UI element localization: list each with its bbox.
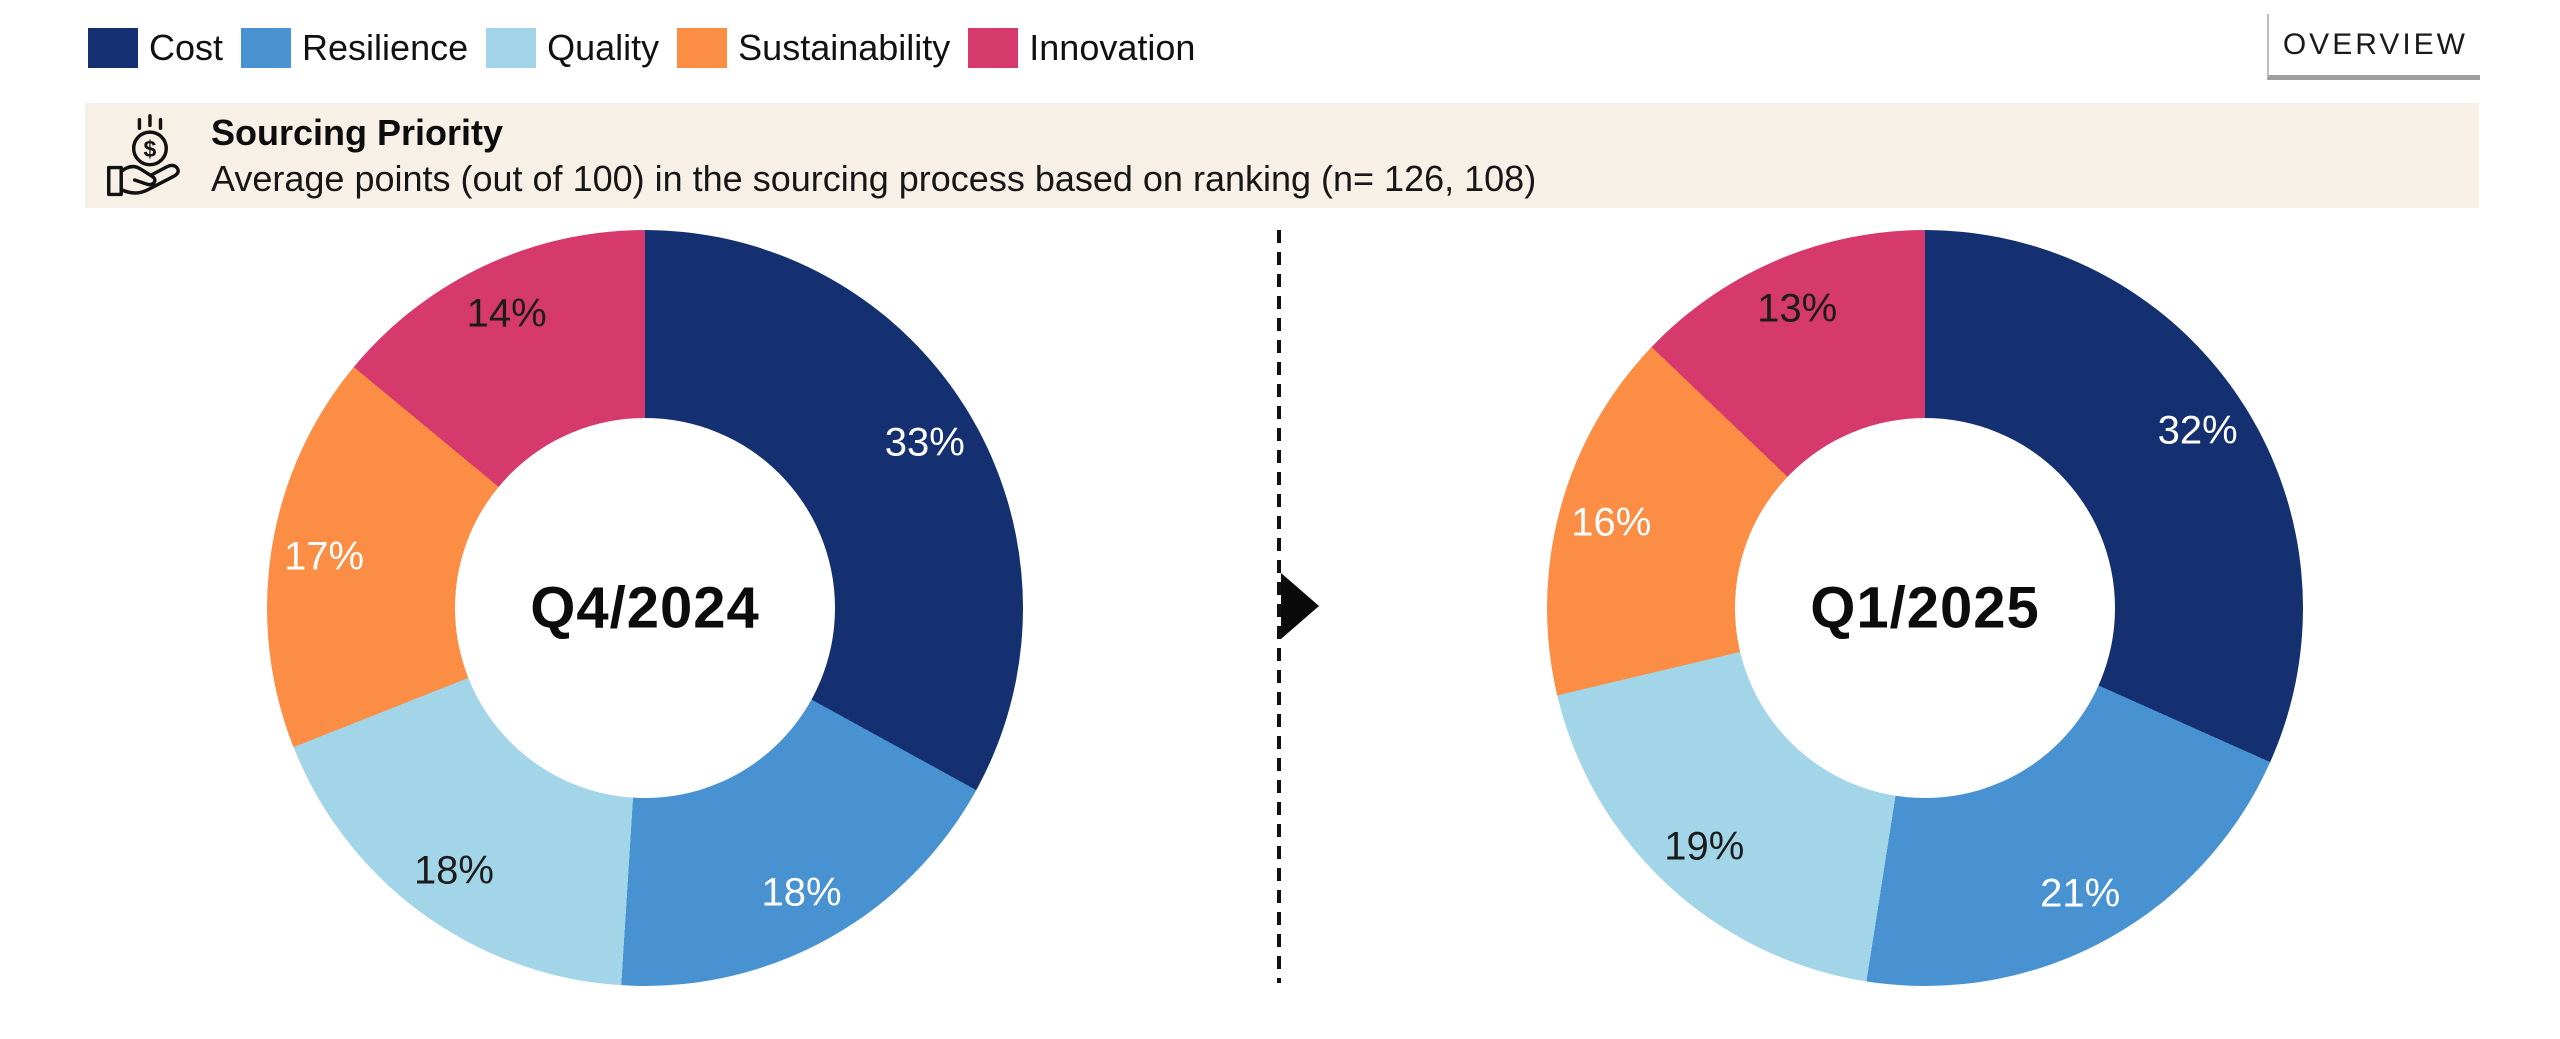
overview-tab-label: OVERVIEW xyxy=(2282,27,2468,61)
resilience-swatch xyxy=(241,28,292,68)
header-title: Sourcing Priority xyxy=(211,111,504,153)
cost-swatch xyxy=(88,28,138,68)
overview-tab[interactable]: OVERVIEW xyxy=(2266,14,2480,80)
slice-label-cost: 32% xyxy=(2157,408,2238,453)
header-bar: $ Sourcing Priority Average points (out … xyxy=(85,103,2479,208)
donut-center-label: Q1/2025 xyxy=(1810,575,2040,641)
svg-text:$: $ xyxy=(144,136,157,162)
legend-label-innovation: Innovation xyxy=(1029,27,1196,68)
dashed-divider-line xyxy=(1277,230,1281,983)
header-subtitle: Average points (out of 100) in the sourc… xyxy=(211,157,1537,199)
legend-item-resilience: Resilience xyxy=(241,28,468,68)
slice-label-sustainability: 16% xyxy=(1571,500,1652,545)
arrow-right-icon xyxy=(1281,573,1319,639)
legend-label-cost: Cost xyxy=(149,27,224,68)
slice-label-quality: 19% xyxy=(1664,824,1745,869)
donut-hole xyxy=(1735,418,2115,798)
header-text: Sourcing Priority Average points (out of… xyxy=(211,110,1536,202)
slice-label-resilience: 21% xyxy=(2040,871,2121,916)
quality-swatch xyxy=(486,28,537,68)
slice-label-sustainability: 17% xyxy=(283,534,365,579)
donut-chart-q1-2025: Q1/2025 32% 21% 19% 16% 13% xyxy=(1547,230,2303,986)
innovation-swatch xyxy=(968,28,1019,68)
legend-item-innovation: Innovation xyxy=(968,28,1195,68)
legend-item-quality: Quality xyxy=(486,28,659,68)
legend-label-sustainability: Sustainability xyxy=(738,27,951,68)
legend-label-resilience: Resilience xyxy=(302,27,469,68)
sustainability-swatch xyxy=(677,28,728,68)
legend-label-quality: Quality xyxy=(547,27,660,68)
slice-label-cost: 33% xyxy=(884,420,965,465)
donut-chart-q4-2024: Q4/2024 33% 18% 18% 17% 14% xyxy=(267,230,1023,986)
legend-item-cost: Cost xyxy=(88,28,223,68)
donut-hole xyxy=(455,418,835,798)
slice-label-innovation: 14% xyxy=(466,291,547,336)
slice-label-quality: 18% xyxy=(413,848,494,893)
hand-holding-dollar-icon: $ xyxy=(103,112,195,204)
legend-item-sustainability: Sustainability xyxy=(677,28,950,68)
legend: Cost Resilience Quality Sustainability I… xyxy=(88,28,1195,68)
slice-label-innovation: 13% xyxy=(1757,286,1838,331)
slice-label-resilience: 18% xyxy=(761,870,842,915)
donut-center-label: Q4/2024 xyxy=(530,575,760,641)
